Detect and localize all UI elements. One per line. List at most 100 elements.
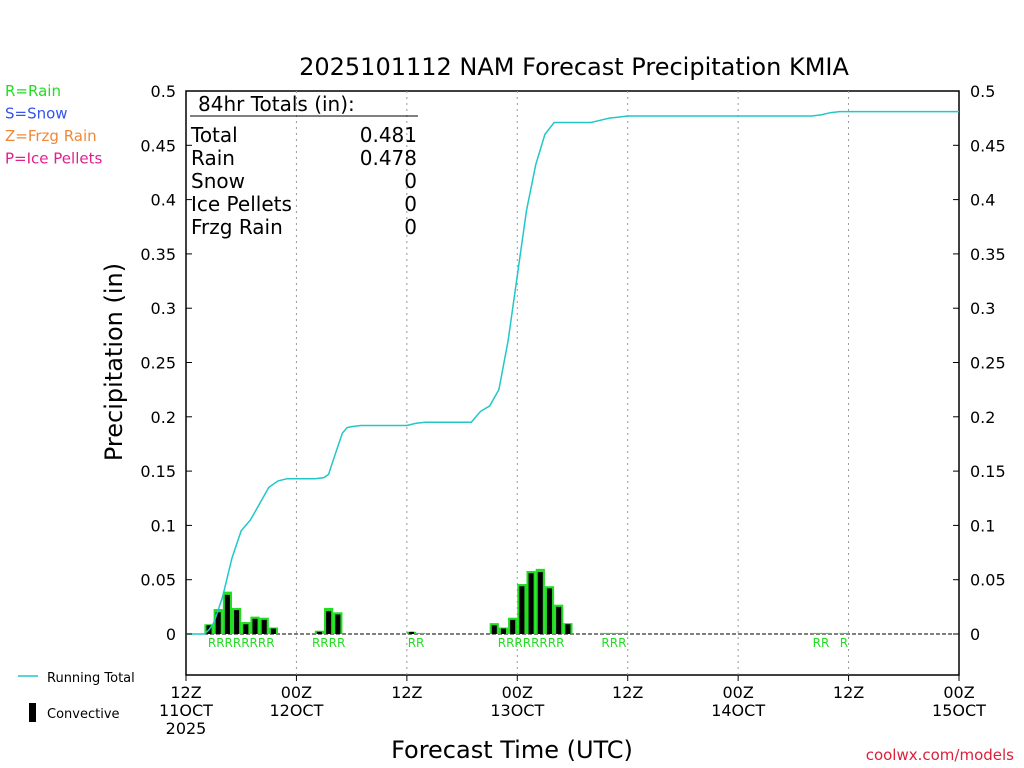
- plot-frame: [185, 90, 960, 676]
- precip-type-legend-item: Z=Frzg Rain: [5, 127, 97, 145]
- precip-type-legend-item: P=Ice Pellets: [5, 150, 102, 168]
- y-axis-left: 0 0.05 0.1 0.15 0.2 0.25 0.3 0.35 0.4 0.45 0.5: [140, 82, 192, 644]
- convective-bar: [546, 588, 553, 634]
- totals-row-label: Snow: [191, 169, 245, 193]
- y-tick-label: 0.15: [970, 462, 1006, 481]
- x-tick-label: 13OCT: [490, 701, 544, 720]
- y-tick-label: 0.1: [151, 516, 176, 535]
- y-tick-label: 0.35: [140, 245, 176, 264]
- convective-bar: [528, 573, 534, 634]
- convective-bar: [326, 611, 332, 634]
- totals-row-value: 0: [404, 169, 417, 193]
- convective-bar: [537, 572, 543, 634]
- x-tick-label: 12Z: [391, 683, 422, 702]
- x-axis-label: Forecast Time (UTC): [391, 736, 633, 764]
- convective-bar: [224, 594, 230, 634]
- precip-type-marker: RR: [408, 636, 425, 650]
- hourly-precip-bars: [204, 568, 849, 634]
- y-tick-label: 0.45: [970, 136, 1006, 155]
- precip-type-marker: RR: [813, 636, 830, 650]
- totals-row-label: Ice Pellets: [191, 192, 292, 216]
- credit-text: coolwx.com/models: [866, 746, 1014, 764]
- precip-type-marker: RRRRRRRR: [208, 636, 275, 650]
- totals-box: 84hr Totals (in): Total 0.481 Rain 0.478 Sno…: [190, 92, 418, 239]
- y-axis-right: 0 0.05 0.1 0.15 0.2 0.25 0.3 0.35 0.4 0.45 0.5: [953, 82, 1006, 644]
- totals-row-value: 0.478: [360, 146, 417, 170]
- convective-bar: [491, 625, 497, 634]
- x-tick-label: 11OCT: [159, 701, 213, 720]
- y-tick-label: 0: [166, 625, 176, 644]
- y-tick-label: 0.05: [970, 571, 1006, 590]
- convective-bar: [565, 624, 571, 634]
- precip-bar: [618, 632, 628, 634]
- convective-bar: [408, 631, 414, 634]
- convective-bar: [234, 610, 240, 634]
- convective-bar: [243, 624, 249, 634]
- y-tick-label: 0.3: [970, 299, 995, 318]
- running-total-legend-label: Running Total: [47, 671, 135, 686]
- convective-legend-swatch: [29, 703, 36, 722]
- precip-type-marker: R: [840, 636, 848, 650]
- y-tick-label: 0.05: [140, 571, 176, 590]
- y-tick-label: 0.2: [151, 408, 176, 427]
- series-legend: Running Total Convective: [18, 671, 135, 722]
- precip-type-legend-item: S=Snow: [5, 105, 68, 123]
- x-tick-label: 12OCT: [269, 701, 323, 720]
- running-total-line: [186, 110, 959, 635]
- precip-type-marker: RRRR: [312, 636, 345, 650]
- y-tick-label: 0.25: [140, 354, 176, 373]
- x-tick-label: 00Z: [722, 683, 753, 702]
- x-tick-label: 12Z: [833, 683, 864, 702]
- y-tick-label: 0.5: [970, 82, 995, 101]
- precip-bar: [416, 632, 426, 634]
- precip-bar: [609, 632, 619, 634]
- y-tick-label: 0.1: [970, 516, 995, 535]
- y-tick-label: 0.15: [140, 462, 176, 481]
- precip-bar: [811, 632, 821, 634]
- precip-type-markers: RRRRRRRR RRRR RR RRRRRRRR RRR RR R: [208, 636, 848, 650]
- convective-bar: [556, 606, 562, 634]
- y-tick-label: 0.5: [151, 82, 176, 101]
- totals-row-value: 0.481: [360, 123, 417, 147]
- totals-row-label: Frzg Rain: [191, 215, 283, 239]
- y-tick-label: 0.4: [970, 191, 995, 210]
- chart-title: 2025101112 NAM Forecast Precipitation KM…: [299, 53, 849, 81]
- x-tick-label: 14OCT: [711, 701, 765, 720]
- totals-row-label: Rain: [191, 146, 235, 170]
- convective-bar: [335, 614, 341, 634]
- y-tick-label: 0.4: [151, 191, 176, 210]
- convective-bar: [252, 618, 258, 634]
- x-tick-label: 00Z: [943, 683, 974, 702]
- x-tick-label: 15OCT: [932, 701, 986, 720]
- precip-type-legend: R=Rain S=Snow Z=Frzg Rain P=Ice Pellets: [5, 82, 102, 168]
- totals-row-value: 0: [404, 192, 417, 216]
- x-tick-label: 2025: [166, 719, 207, 738]
- vertical-grid: [295, 91, 850, 675]
- convective-bar: [500, 628, 507, 634]
- convective-bar: [510, 619, 516, 634]
- y-tick-label: 0.3: [151, 299, 176, 318]
- x-tick-label: 12Z: [170, 683, 201, 702]
- precip-bar: [839, 632, 849, 634]
- totals-row-value: 0: [404, 215, 417, 239]
- precip-bar: [820, 632, 831, 634]
- y-tick-label: 0.35: [970, 245, 1006, 264]
- y-tick-label: 0.2: [970, 408, 995, 427]
- convective-bar: [270, 628, 276, 634]
- convective-bar: [316, 631, 322, 634]
- y-tick-label: 0.45: [140, 136, 176, 155]
- convective-legend-label: Convective: [47, 707, 120, 722]
- convective-bar: [261, 619, 267, 634]
- precip-type-legend-item: R=Rain: [5, 82, 61, 100]
- precip-bar: [600, 632, 610, 634]
- precip-type-marker: RRRRRRRR: [498, 636, 565, 650]
- y-axis-label: Precipitation (in): [100, 263, 128, 461]
- x-tick-label: 00Z: [502, 683, 533, 702]
- x-tick-label: 12Z: [612, 683, 643, 702]
- x-tick-label: 00Z: [281, 683, 312, 702]
- y-tick-label: 0.25: [970, 354, 1006, 373]
- totals-row-label: Total: [190, 123, 238, 147]
- y-tick-label: 0: [970, 625, 980, 644]
